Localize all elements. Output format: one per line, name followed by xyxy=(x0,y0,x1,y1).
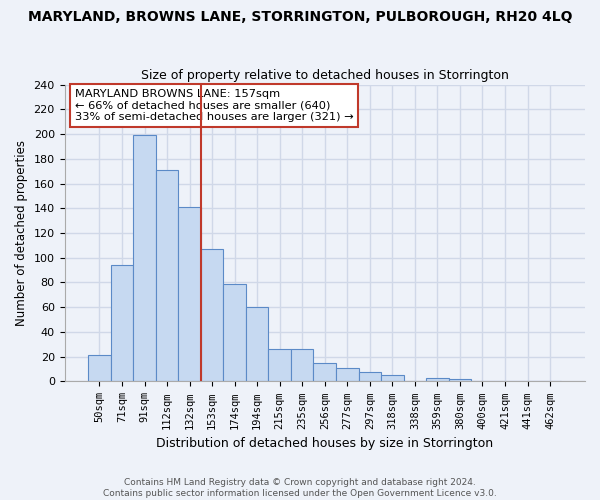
Bar xyxy=(133,136,156,382)
Text: MARYLAND, BROWNS LANE, STORRINGTON, PULBOROUGH, RH20 4LQ: MARYLAND, BROWNS LANE, STORRINGTON, PULB… xyxy=(28,10,572,24)
Bar xyxy=(223,284,246,382)
Text: MARYLAND BROWNS LANE: 157sqm
← 66% of detached houses are smaller (640)
33% of s: MARYLAND BROWNS LANE: 157sqm ← 66% of de… xyxy=(75,89,353,122)
Bar xyxy=(336,368,359,382)
Bar xyxy=(381,376,404,382)
Bar xyxy=(449,379,471,382)
Bar xyxy=(88,356,111,382)
Bar xyxy=(426,378,449,382)
Bar xyxy=(111,265,133,382)
Bar xyxy=(291,350,313,382)
Text: Contains HM Land Registry data © Crown copyright and database right 2024.
Contai: Contains HM Land Registry data © Crown c… xyxy=(103,478,497,498)
Bar xyxy=(268,350,291,382)
Bar xyxy=(313,363,336,382)
Bar xyxy=(156,170,178,382)
Bar xyxy=(246,307,268,382)
Y-axis label: Number of detached properties: Number of detached properties xyxy=(15,140,28,326)
Bar xyxy=(359,372,381,382)
Title: Size of property relative to detached houses in Storrington: Size of property relative to detached ho… xyxy=(141,69,509,82)
Bar xyxy=(201,249,223,382)
Bar xyxy=(178,207,201,382)
X-axis label: Distribution of detached houses by size in Storrington: Distribution of detached houses by size … xyxy=(156,437,493,450)
